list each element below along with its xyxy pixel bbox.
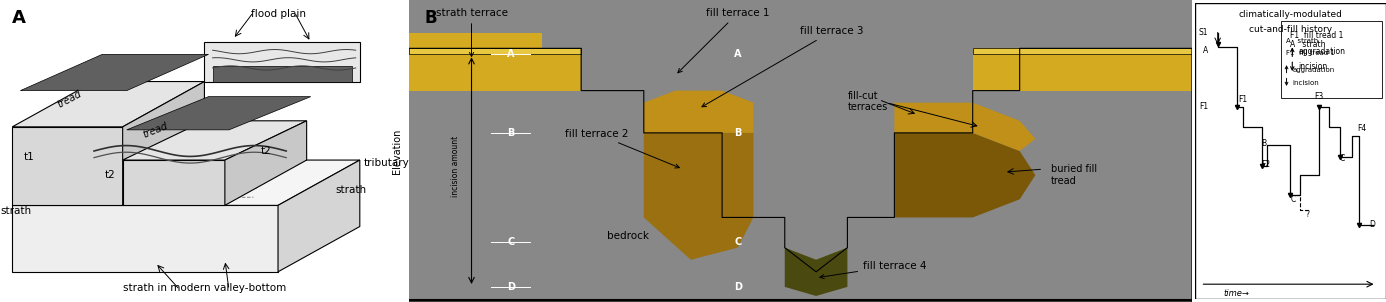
- Text: incision: incision: [1292, 80, 1319, 86]
- Polygon shape: [279, 160, 360, 272]
- Text: D: D: [507, 282, 514, 292]
- Text: fill terrace 2: fill terrace 2: [565, 129, 679, 168]
- Polygon shape: [409, 48, 581, 54]
- Polygon shape: [126, 97, 310, 130]
- Text: F2: F2: [1261, 160, 1271, 169]
- Text: climatically-modulated: climatically-modulated: [1239, 10, 1342, 19]
- Polygon shape: [21, 54, 208, 91]
- Text: tread: tread: [141, 120, 169, 140]
- Polygon shape: [409, 48, 628, 302]
- Text: flood plain: flood plain: [251, 9, 305, 19]
- Polygon shape: [12, 127, 122, 205]
- Bar: [1281, 21, 1382, 98]
- Text: tread: tread: [55, 89, 83, 110]
- Text: A: A: [507, 49, 514, 59]
- Text: aggradation: aggradation: [1292, 67, 1335, 72]
- Polygon shape: [894, 103, 1035, 151]
- Text: D: D: [1369, 220, 1375, 230]
- Polygon shape: [12, 160, 360, 205]
- Text: B: B: [507, 128, 514, 138]
- Text: fill terrace 3: fill terrace 3: [701, 26, 863, 107]
- Text: A: A: [1203, 46, 1209, 55]
- Text: D: D: [733, 282, 742, 292]
- Polygon shape: [205, 42, 360, 82]
- Text: B: B: [424, 9, 437, 27]
- Polygon shape: [409, 48, 581, 91]
- Text: tributary: tributary: [365, 158, 410, 168]
- Polygon shape: [12, 205, 279, 272]
- Text: F1: F1: [1239, 95, 1247, 104]
- Text: incision amount: incision amount: [452, 136, 460, 197]
- Text: A: A: [735, 49, 742, 59]
- Polygon shape: [973, 48, 1192, 91]
- Text: t2: t2: [105, 170, 116, 180]
- Text: S1: S1: [1199, 28, 1209, 37]
- Polygon shape: [122, 82, 205, 205]
- Text: strath in modern valley-bottom: strath in modern valley-bottom: [123, 283, 286, 293]
- Text: F1  fill tread 1: F1 fill tread 1: [1290, 31, 1344, 40]
- Polygon shape: [409, 48, 581, 54]
- Text: F3: F3: [1314, 92, 1324, 101]
- Polygon shape: [409, 33, 542, 54]
- Polygon shape: [894, 133, 1035, 217]
- Polygon shape: [225, 121, 306, 205]
- Text: t2: t2: [261, 146, 272, 156]
- Text: fill terrace 4: fill terrace 4: [821, 261, 927, 279]
- Text: C: C: [1290, 195, 1296, 204]
- Text: time→: time→: [1224, 289, 1249, 298]
- Text: strath: strath: [0, 206, 30, 217]
- Text: ?: ?: [1306, 210, 1310, 219]
- Text: A   strath: A strath: [1290, 40, 1326, 49]
- Text: F4: F4: [1357, 124, 1367, 133]
- Text: fill-cut
terraces: fill-cut terraces: [847, 91, 887, 112]
- Text: Elevation: Elevation: [392, 128, 402, 174]
- Text: buried fill
tread: buried fill tread: [1051, 164, 1098, 186]
- Text: cut-and-fill history: cut-and-fill history: [1249, 25, 1332, 34]
- Polygon shape: [122, 160, 225, 205]
- Polygon shape: [122, 121, 306, 160]
- Text: C: C: [507, 236, 514, 247]
- Text: t1: t1: [24, 152, 35, 162]
- Polygon shape: [643, 133, 754, 260]
- Text: A: A: [12, 9, 26, 27]
- Text: C: C: [1340, 154, 1346, 163]
- Text: aggradation: aggradation: [1299, 47, 1344, 56]
- Polygon shape: [212, 66, 352, 82]
- Text: B: B: [735, 128, 742, 138]
- Polygon shape: [643, 91, 754, 133]
- Text: strath: strath: [335, 185, 366, 195]
- Text: strath terrace: strath terrace: [435, 8, 507, 56]
- Text: incision: incision: [1299, 62, 1328, 71]
- Polygon shape: [409, 48, 1192, 302]
- Polygon shape: [973, 48, 1192, 54]
- Text: fill terrace 1: fill terrace 1: [678, 8, 769, 73]
- Text: C: C: [735, 236, 742, 247]
- Text: A   strath: A strath: [1286, 38, 1318, 44]
- Text: F1: F1: [1199, 102, 1209, 111]
- Text: bedrock: bedrock: [607, 230, 649, 241]
- Polygon shape: [12, 82, 205, 127]
- Text: F1  fill tread 1: F1 fill tread 1: [1286, 50, 1335, 56]
- Text: B: B: [1261, 139, 1267, 148]
- Polygon shape: [784, 248, 847, 296]
